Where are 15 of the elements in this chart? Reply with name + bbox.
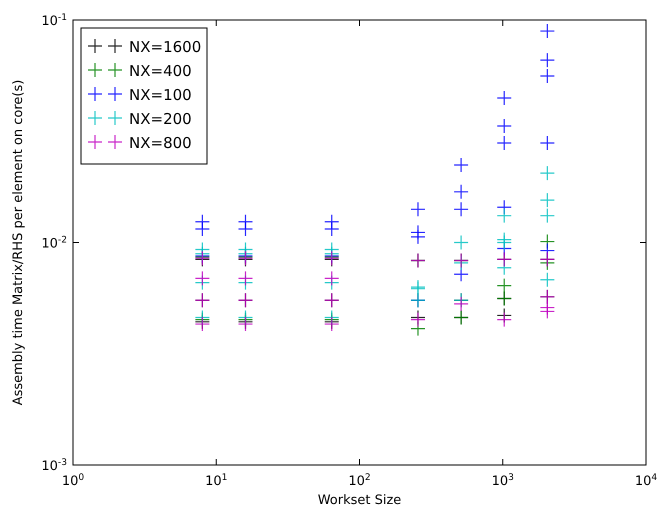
y-tick-label: 10$^{-2}$ [41,236,67,252]
x-tick-label: 10$^{4}$ [634,473,658,489]
y-tick-label: 10$^{-1}$ [41,13,67,29]
legend-label: NX=800 [129,134,192,152]
x-axis-title: Workset Size [318,493,402,508]
y-tick-label: 10$^{-3}$ [41,458,68,474]
x-tick-label: 10$^{0}$ [62,473,84,489]
x-tick-label: 10$^{1}$ [205,473,228,489]
x-tick-label: 10$^{2}$ [348,473,371,489]
y-axis-title: Assembly time Matrix/RHS per element on core(s) [11,80,26,406]
legend-label: NX=200 [129,110,192,128]
legend-label: NX=100 [129,86,192,104]
x-tick-label: 10$^{3}$ [492,473,514,489]
legend-label: NX=400 [129,62,192,80]
legend-label: NX=1600 [129,38,202,56]
